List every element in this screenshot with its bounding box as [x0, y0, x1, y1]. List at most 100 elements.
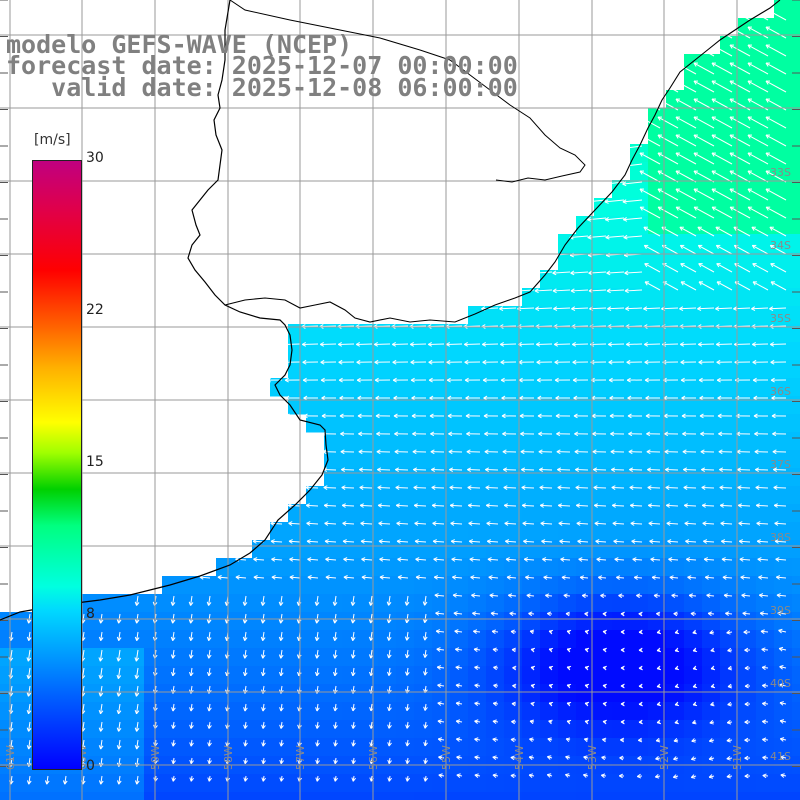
field-cell	[576, 306, 595, 325]
field-cell	[540, 324, 559, 343]
field-cell	[648, 666, 667, 685]
wind-arrow	[566, 701, 572, 707]
field-cell	[702, 414, 721, 433]
field-cell	[378, 504, 397, 523]
wind-arrow	[593, 467, 607, 473]
field-cell	[486, 486, 505, 505]
wind-arrow	[739, 557, 751, 562]
field-cell	[630, 324, 649, 343]
field-cell	[756, 342, 775, 361]
field-cell	[414, 486, 433, 505]
field-cell	[450, 720, 469, 739]
field-cell	[774, 162, 793, 181]
wind-arrow	[618, 593, 625, 599]
wind-arrow	[315, 739, 320, 747]
wind-arrow	[511, 719, 517, 725]
field-cell	[306, 522, 325, 541]
field-cell	[252, 702, 271, 721]
field-cell	[396, 414, 415, 433]
wind-arrow	[333, 739, 338, 747]
field-cell	[558, 414, 577, 433]
wind-arrow	[707, 611, 715, 617]
wind-arrow	[488, 575, 499, 580]
wind-arrow	[471, 593, 481, 598]
wind-arrow	[765, 134, 787, 147]
field-cell	[522, 342, 541, 361]
field-cell	[594, 702, 613, 721]
field-cell	[360, 486, 379, 505]
field-cell	[630, 666, 649, 685]
field-cell	[630, 252, 649, 271]
field-cell	[360, 522, 379, 541]
wind-arrow	[744, 683, 751, 689]
field-cell	[522, 360, 541, 379]
field-cell	[342, 378, 361, 397]
wind-arrow	[625, 306, 643, 311]
lon-label: 53W	[586, 745, 599, 770]
field-cell	[576, 522, 595, 541]
field-cell	[234, 792, 253, 800]
wind-arrow	[584, 719, 590, 725]
field-cell	[594, 522, 613, 541]
wind-arrow	[361, 575, 373, 580]
field-cell	[288, 342, 307, 361]
field-cell	[666, 288, 685, 307]
field-cell	[702, 216, 721, 235]
field-cell	[648, 558, 667, 577]
field-cell	[774, 612, 793, 631]
wind-arrow	[711, 62, 733, 75]
wind-arrow	[564, 773, 571, 778]
field-cell	[360, 630, 379, 649]
wind-arrow	[566, 683, 572, 689]
wind-arrow	[351, 703, 356, 712]
field-cell	[522, 774, 541, 793]
field-cell	[666, 216, 685, 235]
wind-arrow	[638, 701, 643, 707]
field-cell	[594, 648, 613, 667]
field-cell	[684, 738, 703, 757]
field-cell	[180, 738, 199, 757]
field-cell	[666, 162, 685, 181]
field-cell	[342, 468, 361, 487]
wind-arrow	[260, 631, 266, 642]
field-cell	[468, 360, 487, 379]
wind-arrow	[674, 665, 680, 671]
field-cell	[378, 414, 397, 433]
wind-arrow	[396, 539, 409, 544]
wind-arrow	[320, 359, 337, 365]
wind-arrow	[743, 629, 751, 635]
wind-arrow	[500, 341, 517, 347]
wind-arrow	[684, 521, 697, 526]
wind-arrow	[683, 503, 697, 508]
field-cell	[108, 792, 127, 800]
field-cell	[630, 630, 649, 649]
field-cell	[792, 396, 800, 415]
wind-arrow	[762, 683, 769, 689]
wind-arrow	[260, 649, 266, 659]
field-cell	[540, 468, 559, 487]
field-cell	[90, 774, 109, 793]
field-cell	[522, 396, 541, 415]
field-cell	[468, 522, 487, 541]
wind-arrow	[600, 773, 607, 779]
field-cell	[414, 612, 433, 631]
wind-arrow	[555, 413, 571, 419]
wind-arrow	[593, 485, 607, 490]
field-cell	[450, 414, 469, 433]
field-cell	[720, 774, 739, 793]
field-cell	[738, 504, 757, 523]
wind-arrow	[468, 539, 481, 544]
field-cell	[540, 396, 559, 415]
field-cell	[360, 684, 379, 703]
field-cell	[576, 450, 595, 469]
wind-arrow	[772, 431, 787, 437]
field-cell	[432, 414, 451, 433]
field-cell	[594, 540, 613, 559]
field-cell	[306, 792, 325, 800]
field-cell	[612, 720, 631, 739]
wind-arrow	[449, 485, 463, 490]
wind-arrow	[484, 449, 499, 455]
wind-arrow	[455, 665, 463, 670]
field-cell	[612, 774, 631, 793]
field-cell	[342, 522, 361, 541]
